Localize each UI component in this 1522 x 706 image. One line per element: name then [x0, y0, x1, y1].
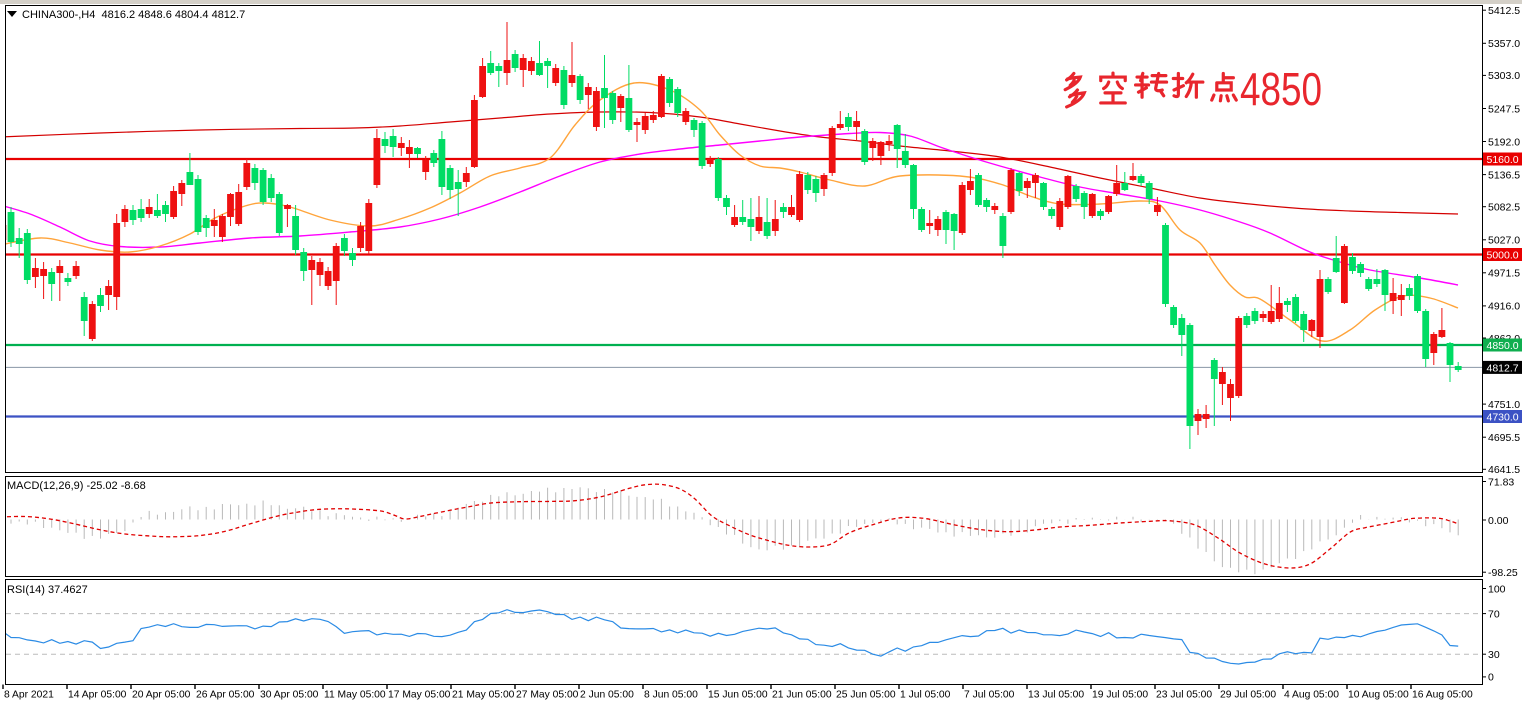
svg-text:5357.0: 5357.0 [1488, 38, 1520, 50]
svg-text:16 Aug 05:00: 16 Aug 05:00 [1412, 690, 1473, 701]
svg-text:4641.5: 4641.5 [1488, 464, 1520, 476]
svg-text:1 Jul 05:00: 1 Jul 05:00 [900, 690, 951, 701]
svg-text:25 Jun 05:00: 25 Jun 05:00 [836, 690, 896, 701]
svg-text:4695.5: 4695.5 [1488, 432, 1520, 444]
svg-text:13 Jul 05:00: 13 Jul 05:00 [1028, 690, 1084, 701]
svg-text:21 Jun 05:00: 21 Jun 05:00 [772, 690, 832, 701]
svg-text:0.00: 0.00 [1488, 515, 1509, 527]
svg-text:4751.0: 4751.0 [1488, 399, 1520, 411]
svg-text:8 Apr 2021: 8 Apr 2021 [4, 690, 54, 701]
svg-text:17 May 05:00: 17 May 05:00 [388, 690, 451, 701]
svg-text:30 Apr 05:00: 30 Apr 05:00 [260, 690, 319, 701]
svg-text:19 Jul 05:00: 19 Jul 05:00 [1092, 690, 1148, 701]
svg-text:21 May 05:00: 21 May 05:00 [452, 690, 515, 701]
svg-text:27 May 05:00: 27 May 05:00 [516, 690, 579, 701]
svg-text:4 Aug 05:00: 4 Aug 05:00 [1284, 690, 1339, 701]
svg-text:0: 0 [1488, 672, 1494, 684]
svg-text:26 Apr 05:00: 26 Apr 05:00 [196, 690, 255, 701]
svg-text:14 Apr 05:00: 14 Apr 05:00 [68, 690, 127, 701]
svg-text:CHINA300-,H4 4816.2 4848.6 48: CHINA300-,H4 4816.2 4848.6 4804.4 4812.7 [22, 9, 245, 21]
svg-text:2 Jun 05:00: 2 Jun 05:00 [580, 690, 634, 701]
svg-text:11 May 05:00: 11 May 05:00 [324, 690, 386, 701]
svg-text:4850.0: 4850.0 [1487, 340, 1519, 352]
svg-text:30: 30 [1488, 649, 1500, 661]
svg-text:5136.5: 5136.5 [1488, 169, 1520, 181]
svg-text:23 Jul 05:00: 23 Jul 05:00 [1156, 690, 1212, 701]
svg-text:4812.7: 4812.7 [1487, 362, 1519, 374]
svg-text:8 Jun 05:00: 8 Jun 05:00 [644, 690, 698, 701]
svg-text:4916.0: 4916.0 [1488, 301, 1520, 313]
svg-text:RSI(14) 37.4627: RSI(14) 37.4627 [7, 584, 88, 596]
svg-text:4850: 4850 [1240, 63, 1322, 115]
svg-text:100: 100 [1488, 583, 1506, 595]
svg-text:10 Aug 05:00: 10 Aug 05:00 [1348, 690, 1409, 701]
svg-text:4971.5: 4971.5 [1488, 268, 1520, 280]
svg-text:-98.25: -98.25 [1488, 567, 1518, 579]
svg-text:20 Apr 05:00: 20 Apr 05:00 [132, 690, 191, 701]
svg-text:7 Jul 05:00: 7 Jul 05:00 [964, 690, 1015, 701]
svg-text:5192.0: 5192.0 [1488, 136, 1520, 148]
svg-text:15 Jun 05:00: 15 Jun 05:00 [708, 690, 768, 701]
svg-text:71.83: 71.83 [1488, 476, 1514, 488]
svg-text:29 Jul 05:00: 29 Jul 05:00 [1220, 690, 1276, 701]
svg-text:4730.0: 4730.0 [1487, 412, 1519, 424]
svg-text:5000.0: 5000.0 [1487, 250, 1519, 262]
svg-text:5082.5: 5082.5 [1488, 202, 1520, 214]
svg-text:70: 70 [1488, 608, 1500, 620]
svg-text:5160.0: 5160.0 [1487, 154, 1519, 166]
svg-text:5027.0: 5027.0 [1488, 235, 1520, 247]
svg-text:5412.5: 5412.5 [1488, 5, 1520, 17]
svg-text:MACD(12,26,9) -25.02 -8.68: MACD(12,26,9) -25.02 -8.68 [7, 480, 146, 492]
svg-text:5303.0: 5303.0 [1488, 70, 1520, 82]
svg-text:5247.5: 5247.5 [1488, 103, 1520, 115]
